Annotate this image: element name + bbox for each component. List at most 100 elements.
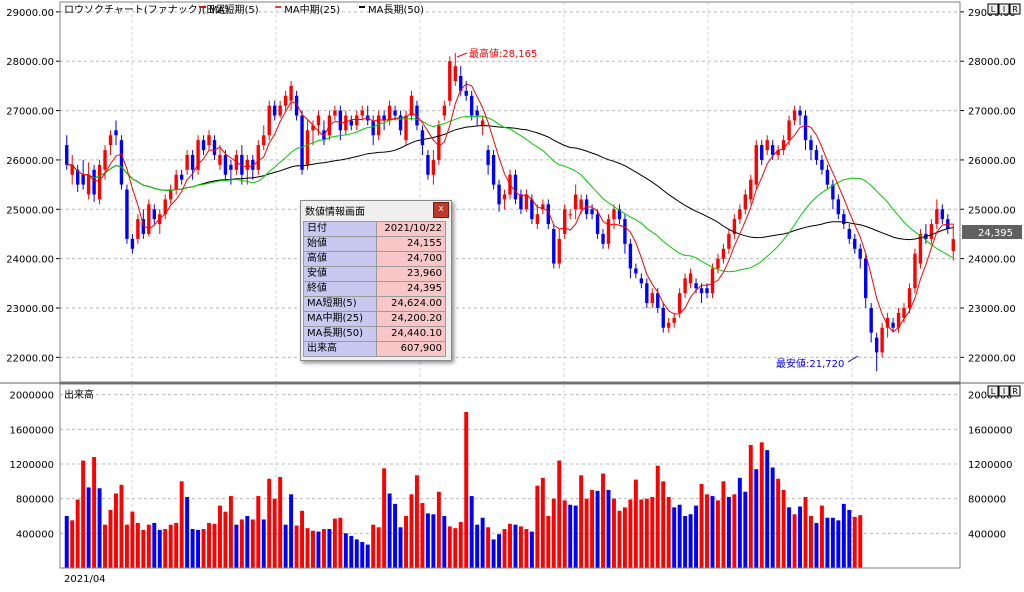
volume-bar[interactable] <box>289 494 294 568</box>
volume-bar[interactable] <box>792 514 797 568</box>
candle-body[interactable] <box>688 273 693 284</box>
volume-bar[interactable] <box>108 509 113 568</box>
volume-bar[interactable] <box>376 527 381 568</box>
candle-body[interactable] <box>223 154 228 175</box>
volume-bar[interactable] <box>841 503 846 568</box>
candle-body[interactable] <box>727 233 731 249</box>
candle-body[interactable] <box>825 169 830 185</box>
candle-body[interactable] <box>732 219 737 234</box>
volume-bar[interactable] <box>458 522 463 568</box>
volume-bar[interactable] <box>617 510 622 568</box>
candle-body[interactable] <box>119 140 124 185</box>
volume-nav-button[interactable] <box>987 385 999 397</box>
candle-body[interactable] <box>634 268 638 274</box>
volume-bar[interactable] <box>672 507 677 568</box>
volume-bar[interactable] <box>677 504 682 568</box>
volume-bar[interactable] <box>409 494 414 568</box>
candle-body[interactable] <box>672 317 676 323</box>
volume-bar[interactable] <box>562 500 567 568</box>
volume-bar[interactable] <box>81 460 86 568</box>
candle-body[interactable] <box>338 110 343 131</box>
volume-bar[interactable] <box>694 505 699 568</box>
volume-bar[interactable] <box>612 498 616 568</box>
volume-bar[interactable] <box>655 465 660 568</box>
candle-body[interactable] <box>387 105 392 121</box>
volume-bar[interactable] <box>852 516 857 568</box>
candle-body[interactable] <box>81 174 85 185</box>
candle-body[interactable] <box>371 120 375 136</box>
candle-body[interactable] <box>563 209 567 234</box>
volume-bar[interactable] <box>212 523 217 568</box>
candle-body[interactable] <box>415 105 419 126</box>
candle-body[interactable] <box>809 140 813 151</box>
candle-body[interactable] <box>240 154 244 175</box>
volume-bar[interactable] <box>338 517 343 568</box>
nav-button[interactable] <box>998 3 1010 15</box>
candle-body[interactable] <box>513 174 518 200</box>
candle-body[interactable] <box>158 214 162 225</box>
volume-bar[interactable] <box>590 490 595 568</box>
candle-body[interactable] <box>212 140 217 155</box>
candle-body[interactable] <box>152 209 156 220</box>
candle-body[interactable] <box>218 154 222 165</box>
candle-body[interactable] <box>136 219 140 239</box>
volume-bar[interactable] <box>633 479 638 568</box>
candle-body[interactable] <box>393 110 397 116</box>
volume-bar[interactable] <box>524 529 529 568</box>
candle-body[interactable] <box>935 209 939 225</box>
info-panel-header[interactable]: 数値情報画面 x <box>301 201 451 219</box>
volume-bar[interactable] <box>234 524 239 568</box>
volume-bar[interactable] <box>267 478 272 568</box>
candle-body[interactable] <box>360 110 364 116</box>
candle-body[interactable] <box>880 327 884 353</box>
volume-bar[interactable] <box>163 529 168 568</box>
volume-bar[interactable] <box>174 522 179 568</box>
volume-bar[interactable] <box>715 500 720 568</box>
volume-bar[interactable] <box>371 524 376 568</box>
candle-body[interactable] <box>75 169 80 185</box>
volume-bar[interactable] <box>447 526 452 568</box>
volume-bar[interactable] <box>196 529 201 568</box>
candle-body[interactable] <box>344 115 348 131</box>
volume-bar[interactable] <box>239 519 244 568</box>
candle-body[interactable] <box>595 214 600 234</box>
price-panel[interactable] <box>65 53 955 372</box>
candle-body[interactable] <box>519 194 523 210</box>
volume-bar[interactable] <box>387 493 392 568</box>
volume-bar[interactable] <box>245 516 250 568</box>
volume-bar[interactable] <box>272 498 277 568</box>
candle-body[interactable] <box>546 204 551 225</box>
candle-body[interactable] <box>896 312 901 328</box>
volume-bar[interactable] <box>228 496 233 568</box>
candle-body[interactable] <box>125 189 129 239</box>
volume-bar[interactable] <box>497 534 502 568</box>
candle-body[interactable] <box>442 105 447 116</box>
candle-body[interactable] <box>251 159 255 170</box>
volume-bar[interactable] <box>688 514 693 568</box>
volume-bar[interactable] <box>622 507 627 568</box>
volume-bar[interactable] <box>124 524 129 568</box>
candle-body[interactable] <box>847 229 851 239</box>
candle-body[interactable] <box>864 258 868 299</box>
volume-bar[interactable] <box>529 531 534 568</box>
volume-bar[interactable] <box>332 518 337 568</box>
candle-body[interactable] <box>907 288 912 308</box>
volume-bar[interactable] <box>809 516 813 568</box>
volume-bar[interactable] <box>207 522 211 568</box>
volume-bar[interactable] <box>414 475 419 568</box>
candle-body[interactable] <box>349 120 353 126</box>
volume-bar[interactable] <box>135 522 140 568</box>
candle-body[interactable] <box>333 110 337 116</box>
volume-bar[interactable] <box>86 487 91 568</box>
volume-bar[interactable] <box>92 457 97 568</box>
candle-body[interactable] <box>853 238 857 249</box>
candle-body[interactable] <box>300 115 304 170</box>
volume-bar[interactable] <box>748 444 753 568</box>
candle-body[interactable] <box>612 209 616 220</box>
candle-body[interactable] <box>245 159 250 170</box>
candle-body[interactable] <box>469 95 474 116</box>
volume-bar[interactable] <box>283 524 288 568</box>
volume-bar[interactable] <box>190 529 195 568</box>
candle-body[interactable] <box>699 288 704 294</box>
volume-bar[interactable] <box>64 516 69 568</box>
